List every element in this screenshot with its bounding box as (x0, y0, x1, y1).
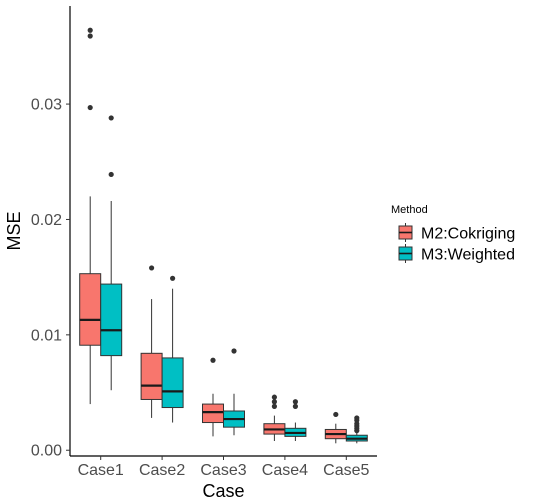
outlier-point (87, 27, 93, 33)
box-m3-weighted-case1 (100, 115, 123, 391)
box-m3-weighted-case5 (345, 415, 368, 444)
y-ticks: 0.00 0.01 0.02 0.03 (31, 97, 70, 460)
box-m3-weighted-case2 (161, 275, 184, 423)
box-m3-weighted-case3 (223, 348, 245, 436)
legend-item: M3:Weighted (397, 244, 515, 264)
y-tick-label: 0.01 (31, 327, 62, 344)
outlier-point (271, 403, 277, 409)
legend-items: M2:Cokriging M3:Weighted (397, 223, 515, 264)
outlier-point (87, 104, 93, 111)
legend-item: M2:Cokriging (397, 223, 515, 243)
outlier-point (292, 403, 298, 409)
legend-label: M2:Cokriging (421, 226, 515, 243)
box-body (79, 273, 102, 346)
plot-layer (79, 27, 368, 444)
outlier-point (170, 275, 176, 281)
box-body (140, 352, 163, 400)
outlier-point (108, 115, 114, 121)
outlier-point (87, 33, 93, 39)
x-tick-label: Case4 (262, 462, 308, 479)
box-body (161, 357, 184, 409)
x-tick-label: Case5 (323, 462, 369, 479)
y-tick-label: 0.00 (31, 443, 62, 460)
box-m2-cokriging-case3 (202, 357, 224, 437)
legend-title: Method (391, 204, 428, 216)
box-m2-cokriging-case1 (79, 27, 102, 405)
outlier-point (149, 265, 155, 271)
outlier-point (271, 394, 277, 400)
y-tick-label: 0.03 (31, 97, 62, 114)
box-body (100, 283, 123, 357)
outlier-point (210, 357, 216, 363)
box-m2-cokriging-case4 (263, 394, 286, 441)
outlier-point (108, 171, 114, 178)
y-tick-label: 0.02 (31, 212, 62, 229)
box-m2-cokriging-case5 (324, 411, 347, 444)
x-axis-title: Case (202, 481, 244, 501)
outlier-point (231, 348, 237, 354)
box-m2-cokriging-case2 (140, 265, 163, 418)
outlier-point (292, 399, 298, 405)
outlier-point (354, 415, 360, 421)
outlier-point (333, 411, 339, 418)
outlier-point (271, 399, 277, 405)
x-ticks: Case1 Case2 Case3 Case4 Case5 (78, 456, 370, 479)
legend-label: M3:Weighted (421, 247, 515, 264)
box-body (202, 403, 224, 424)
x-tick-label: Case3 (200, 462, 246, 479)
legend: Method M2:Cokriging M3:Weighted (391, 204, 515, 264)
x-tick-label: Case2 (139, 462, 185, 479)
y-axis-title: MSE (4, 211, 24, 250)
box-m3-weighted-case4 (284, 399, 307, 441)
x-tick-label: Case1 (78, 462, 124, 479)
